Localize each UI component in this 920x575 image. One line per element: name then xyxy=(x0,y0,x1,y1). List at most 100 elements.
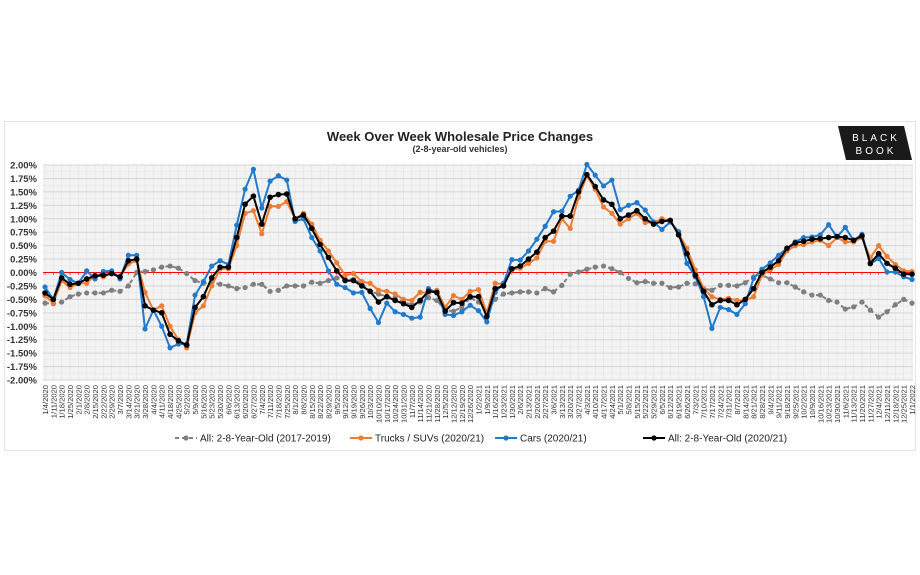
y-tick-label: 0.50% xyxy=(10,241,37,252)
data-point xyxy=(308,225,315,232)
x-tick-label: 12/4/2021 xyxy=(875,385,884,419)
data-point xyxy=(909,300,915,306)
data-point xyxy=(275,287,282,293)
data-point xyxy=(600,197,607,203)
data-point xyxy=(284,283,290,289)
data-point xyxy=(851,304,857,310)
x-tick-label: 12/5/2020 xyxy=(441,385,450,419)
data-point xyxy=(325,248,332,254)
x-tick-label: 2/8/2020 xyxy=(83,385,92,415)
data-point xyxy=(417,314,423,320)
x-tick-label: 9/18/2021 xyxy=(783,385,792,419)
x-tick-label: 6/13/2020 xyxy=(233,385,242,419)
data-point xyxy=(550,209,557,215)
data-point xyxy=(142,268,148,275)
x-tick-label: 1/25/2020 xyxy=(66,385,75,419)
data-point xyxy=(175,337,182,344)
data-point xyxy=(375,319,382,326)
legend-item: Trucks / SUVs (2020/21) xyxy=(350,434,484,445)
data-point xyxy=(609,210,615,216)
data-point xyxy=(217,264,223,270)
data-point xyxy=(875,250,882,257)
data-point xyxy=(275,191,282,198)
data-point xyxy=(742,301,748,307)
chart-subtitle: (2-8-year-old vehicles) xyxy=(412,144,508,154)
y-tick-label: -0.50% xyxy=(7,295,38,306)
data-point xyxy=(384,288,390,294)
data-point xyxy=(400,311,407,318)
data-point xyxy=(334,275,340,281)
data-point xyxy=(300,283,307,289)
data-point xyxy=(333,268,340,274)
data-point xyxy=(667,284,673,291)
x-tick-label: 3/13/2021 xyxy=(558,385,567,419)
data-point xyxy=(650,280,657,286)
x-tick-label: 11/13/2021 xyxy=(850,385,859,422)
data-point xyxy=(317,280,323,286)
x-tick-label: 8/8/2020 xyxy=(299,385,308,415)
data-point xyxy=(84,268,90,274)
data-point xyxy=(609,201,615,208)
x-tick-label: 5/22/2021 xyxy=(641,385,650,419)
data-point xyxy=(767,260,773,266)
data-point xyxy=(383,293,390,300)
data-point xyxy=(100,272,107,278)
x-tick-label: 8/14/2021 xyxy=(741,385,750,419)
data-point xyxy=(375,299,382,305)
data-point xyxy=(167,345,173,351)
data-point xyxy=(258,221,265,227)
data-point xyxy=(167,331,173,338)
x-tick-label: 2/27/2021 xyxy=(541,385,550,419)
data-point xyxy=(100,290,106,296)
data-point xyxy=(484,319,490,325)
data-point xyxy=(675,232,682,238)
data-point xyxy=(525,256,532,262)
data-point xyxy=(292,215,298,222)
data-point xyxy=(192,277,198,284)
data-point xyxy=(284,177,290,183)
data-point xyxy=(684,250,690,257)
x-tick-label: 10/24/2020 xyxy=(391,385,400,423)
x-tick-label: 10/17/2020 xyxy=(383,385,392,423)
data-point xyxy=(467,288,473,294)
data-point xyxy=(359,279,365,285)
data-point xyxy=(909,276,915,283)
data-point xyxy=(67,294,73,300)
data-point xyxy=(117,288,123,294)
x-tick-label: 6/27/2020 xyxy=(249,385,258,419)
x-tick-label: 8/1/2020 xyxy=(291,385,300,415)
data-point xyxy=(700,294,707,300)
data-point xyxy=(751,294,757,300)
x-tick-label: 8/29/2020 xyxy=(324,385,333,419)
data-point xyxy=(892,302,898,308)
data-point xyxy=(325,254,332,261)
data-point xyxy=(759,269,765,276)
data-point xyxy=(334,260,340,266)
data-point xyxy=(725,282,732,288)
data-point xyxy=(75,280,82,287)
data-point xyxy=(826,297,832,304)
data-point xyxy=(717,282,723,288)
x-tick-label: 8/7/2021 xyxy=(733,385,742,415)
data-point xyxy=(600,183,607,189)
legend-marker xyxy=(651,435,657,441)
svg-text:BLACK: BLACK xyxy=(852,133,900,144)
x-tick-label: 10/31/2020 xyxy=(399,385,408,423)
x-tick-label: 5/29/2021 xyxy=(650,385,659,419)
data-point xyxy=(159,264,165,270)
x-tick-label: 2/22/2020 xyxy=(99,385,108,419)
x-tick-label: 5/15/2021 xyxy=(633,385,642,419)
data-point xyxy=(467,302,473,308)
x-tick-label: 9/25/2021 xyxy=(791,385,800,419)
x-tick-label: 9/12/2020 xyxy=(341,385,350,419)
y-tick-label: 0.75% xyxy=(10,228,37,239)
data-point xyxy=(459,300,465,306)
x-tick-label: 9/19/2020 xyxy=(349,385,358,419)
data-point xyxy=(384,300,390,306)
x-tick-label: 2/20/2021 xyxy=(533,385,542,419)
legend-item: All: 2-8-Year-Old (2020/21) xyxy=(643,434,787,445)
data-point xyxy=(876,243,882,249)
data-point xyxy=(751,275,757,282)
x-tick-label: 1/4/2020 xyxy=(41,385,50,415)
